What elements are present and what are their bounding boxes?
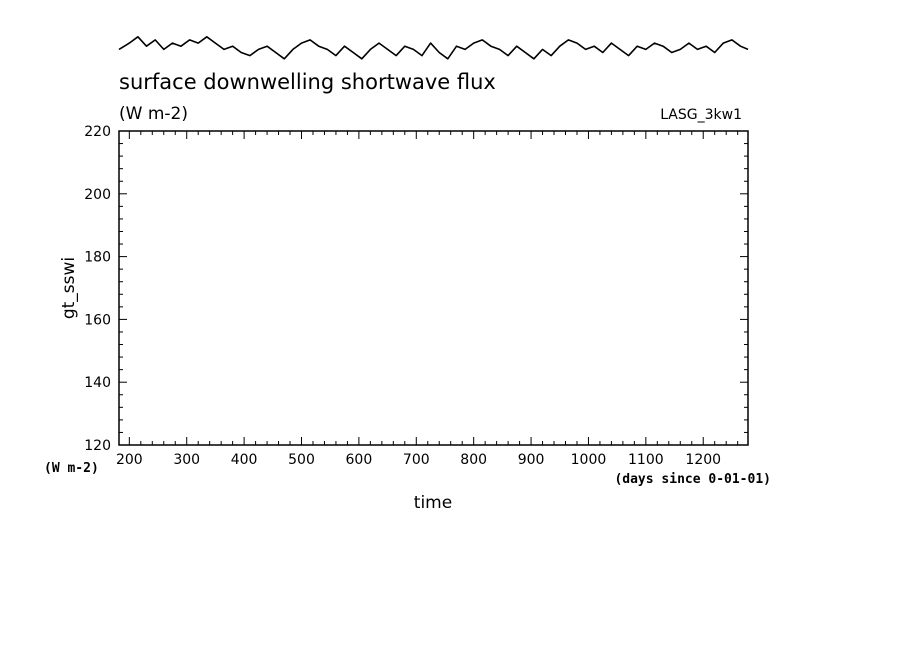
y-tick-label: 180 [84, 250, 111, 266]
x-tick-label: 600 [346, 452, 373, 468]
x-tick-label: 1000 [571, 452, 607, 468]
y-tick-label: 220 [84, 124, 111, 140]
series-layer [118, 35, 749, 60]
x-tick-label: 200 [116, 452, 143, 468]
chart-subtitle: (W m-2) [119, 104, 188, 124]
series-line [118, 35, 749, 60]
y-axis-units: (W m-2) [44, 461, 99, 476]
x-tick-label: 400 [231, 452, 258, 468]
x-tick-label: 1100 [628, 452, 664, 468]
x-axis: 200 300 400 500 600 700 800 900 1000 1100 1200 [116, 131, 739, 468]
run-label: LASG_3kw1 [660, 107, 742, 123]
x-tick-label: 500 [288, 452, 315, 468]
x-tick-label: 900 [518, 452, 545, 468]
x-axis-label: time [414, 493, 452, 513]
y-axis-label: gt_sswi [59, 257, 79, 319]
y-tick-label: 160 [84, 312, 111, 328]
x-tick-label: 1200 [685, 452, 721, 468]
y-tick-label: 120 [84, 438, 111, 454]
x-axis-units: (days since 0-01-01) [614, 472, 771, 487]
x-tick-label: 800 [460, 452, 487, 468]
y-tick-label: 140 [84, 375, 111, 391]
x-tick-label: 300 [173, 452, 200, 468]
y-tick-label: 200 [84, 187, 111, 203]
x-tick-label: 700 [403, 452, 430, 468]
y-axis: 120 140 160 180 200 220 [84, 124, 748, 454]
plot-frame [118, 130, 749, 446]
chart-title: surface downwelling shortwave flux [119, 70, 496, 94]
